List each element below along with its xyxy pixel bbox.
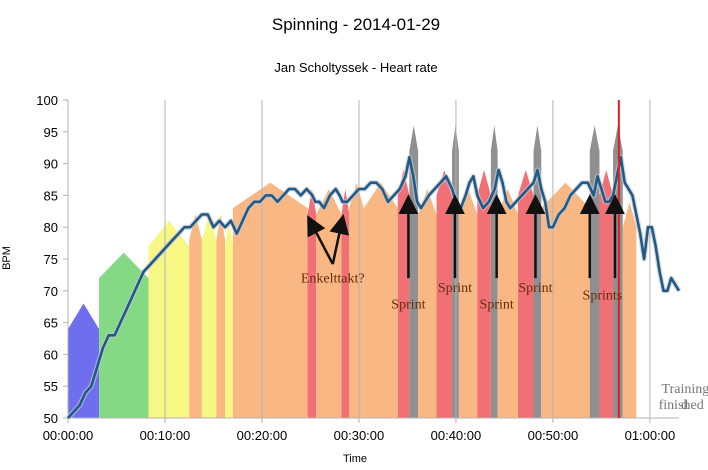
y-tick-75: 75 (44, 252, 58, 267)
x-tick-60: 01:00:00 (625, 428, 676, 443)
zone-13 (397, 169, 410, 418)
x-tick-20: 00:20:00 (237, 428, 288, 443)
y-tick-100: 100 (36, 93, 58, 108)
zone-7 (232, 182, 308, 418)
y-tick-60: 60 (44, 347, 58, 362)
note-1: finished (659, 398, 704, 413)
y-tick-95: 95 (44, 125, 58, 140)
annotations: Enkelttakt? Sprint Sprint Sprint Sprint Sprin… (301, 194, 625, 313)
series-line (67, 155, 681, 419)
annotation-label-3: Sprint (480, 298, 514, 313)
zone-19 (477, 169, 491, 418)
y-tick-80: 80 (44, 220, 58, 235)
zone-16 (436, 169, 453, 418)
x-tick-50: 00:50:00 (528, 428, 579, 443)
zone-4 (201, 214, 217, 418)
chart-title: Spinning - 2014-01-29 (272, 15, 440, 34)
zone-22 (518, 169, 534, 418)
zone-5 (216, 214, 226, 418)
annotation-label-5: Sprints (583, 289, 623, 304)
zone-25 (589, 125, 600, 418)
y-tick-85: 85 (44, 188, 58, 203)
zone-28 (622, 201, 637, 418)
zone-18 (458, 189, 478, 418)
annotation-label-0: Enkelttakt? (301, 272, 365, 287)
note-0: Training (662, 382, 708, 397)
x-tick-0: 00:00:00 (43, 428, 94, 443)
y-tick-90: 90 (44, 157, 58, 172)
annotation-arrow-0-1 (329, 214, 350, 265)
y-tick-50: 50 (44, 411, 58, 426)
heart-rate-series (66, 154, 682, 420)
zone-10 (341, 189, 350, 418)
annotation-label-4: Sprint (518, 281, 552, 296)
chart-subtitle: Jan Scholtyssek - Heart rate (274, 60, 437, 75)
x-tick-30: 00:30:00 (334, 428, 385, 443)
annotation-label-1: Sprint (391, 298, 425, 313)
y-axis-label: BPM (1, 246, 13, 270)
zone-2 (148, 220, 190, 418)
zone-3 (189, 214, 202, 418)
zone-8 (307, 189, 317, 418)
x-axis-label: Time (343, 453, 367, 465)
x-tick-10: 00:10:00 (140, 428, 191, 443)
y-tick-70: 70 (44, 284, 58, 299)
zone-12 (363, 182, 398, 418)
x-tick-40: 00:40:00 (431, 428, 482, 443)
tick-labels: 50 55 60 65 70 75 80 85 90 95 100 00:00:00 00:10:00 0… (36, 93, 675, 443)
zone-26 (599, 169, 614, 418)
y-tick-55: 55 (44, 379, 58, 394)
zone-9 (316, 189, 342, 418)
y-tick-65: 65 (44, 316, 58, 331)
zone-21 (497, 189, 519, 418)
zone-15 (418, 189, 437, 418)
note-2: d (681, 398, 688, 413)
annotation-arrow-0-0 (307, 215, 334, 265)
zone-11 (349, 182, 364, 418)
annotation-label-2: Sprint (438, 281, 472, 296)
zone-6 (225, 220, 233, 418)
